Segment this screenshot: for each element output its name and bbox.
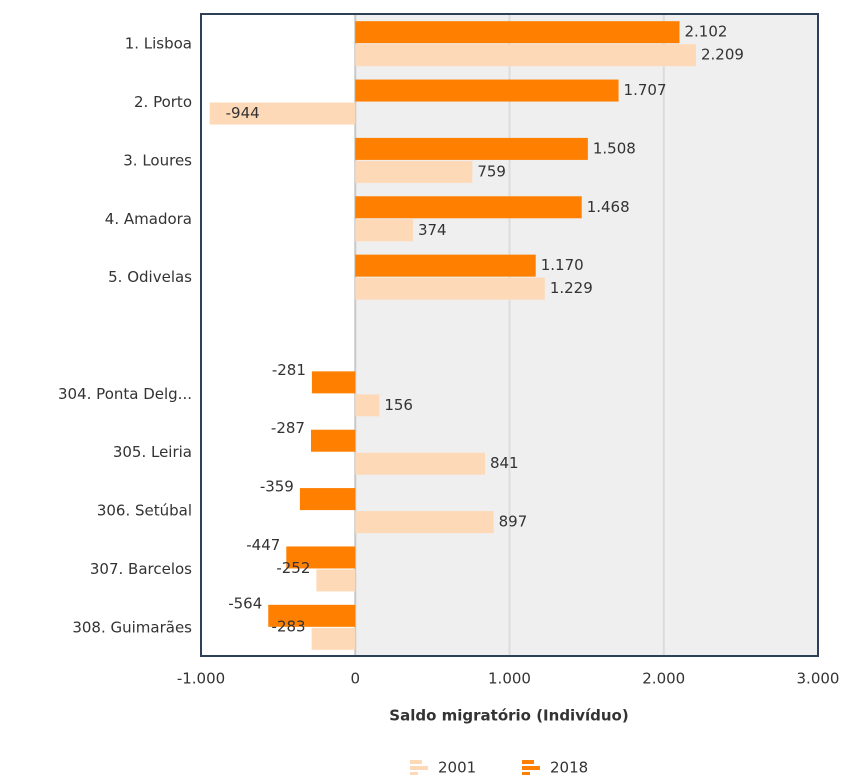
- bar: [355, 79, 619, 102]
- y-tick-label: 3. Loures: [123, 151, 192, 169]
- x-tick-label: 0: [350, 670, 360, 688]
- bar: [310, 429, 356, 452]
- data-label: -359: [260, 478, 294, 496]
- data-label: 2.102: [684, 23, 727, 41]
- data-label: -283: [272, 617, 306, 635]
- plot-band: [355, 14, 818, 656]
- y-tick-label: 2. Porto: [134, 93, 192, 111]
- bar: [355, 44, 696, 67]
- y-tick-label: 5. Odivelas: [108, 268, 192, 286]
- bar: [268, 604, 356, 627]
- data-label: 1.170: [541, 256, 584, 274]
- x-tick-label: 1.000: [488, 670, 531, 688]
- legend-label: 2001: [438, 759, 476, 776]
- legend-swatch: [522, 760, 534, 764]
- data-label: 1.468: [587, 198, 630, 216]
- bar: [355, 196, 582, 219]
- legend-swatch: [410, 772, 418, 775]
- bar: [355, 277, 545, 300]
- bar: [209, 102, 356, 125]
- data-label: -564: [228, 594, 262, 612]
- data-label: -252: [276, 559, 310, 577]
- y-tick-label: 1. Lisboa: [125, 35, 192, 53]
- x-axis-title: Saldo migratório (Indivíduo): [389, 707, 628, 725]
- bar: [311, 371, 356, 394]
- bar: [316, 569, 356, 592]
- x-tick-label: 2.000: [642, 670, 685, 688]
- legend-label: 2018: [550, 759, 588, 776]
- y-tick-label: 306. Setúbal: [97, 502, 192, 520]
- y-tick-label: 308. Guimarães: [72, 618, 192, 636]
- data-label: -944: [226, 104, 260, 122]
- legend-swatch: [410, 766, 428, 770]
- bar: [355, 511, 494, 534]
- bar: [299, 488, 356, 511]
- bar: [355, 452, 485, 475]
- data-label: -287: [271, 419, 305, 437]
- data-label: 841: [490, 454, 519, 472]
- legend-swatch: [522, 772, 530, 775]
- bar: [355, 21, 680, 44]
- plot-border: [200, 13, 819, 657]
- bar: [311, 627, 356, 650]
- data-label: -447: [246, 536, 280, 554]
- legend-swatch: [410, 760, 422, 764]
- data-label: 1.508: [593, 139, 636, 157]
- data-label: -281: [272, 361, 306, 379]
- x-tick-label: 3.000: [797, 670, 840, 688]
- legend-swatch: [522, 766, 540, 770]
- bar: [355, 137, 588, 160]
- bar: [286, 546, 356, 569]
- y-tick-label: 304. Ponta Delg...: [58, 385, 192, 403]
- y-tick-label: 307. Barcelos: [90, 560, 192, 578]
- bar: [355, 219, 413, 242]
- data-label: 1.707: [624, 81, 667, 99]
- bar: [355, 160, 473, 183]
- data-label: 2.209: [701, 46, 744, 64]
- data-label: 156: [384, 396, 413, 414]
- bar: [355, 254, 536, 277]
- x-tick-label: -1.000: [177, 670, 225, 688]
- data-label: 897: [499, 513, 528, 531]
- data-label: 374: [418, 221, 447, 239]
- y-tick-label: 4. Amadora: [105, 210, 192, 228]
- data-label: 759: [477, 162, 506, 180]
- bar: [355, 394, 380, 417]
- y-tick-label: 305. Leiria: [113, 443, 192, 461]
- data-label: 1.229: [550, 279, 593, 297]
